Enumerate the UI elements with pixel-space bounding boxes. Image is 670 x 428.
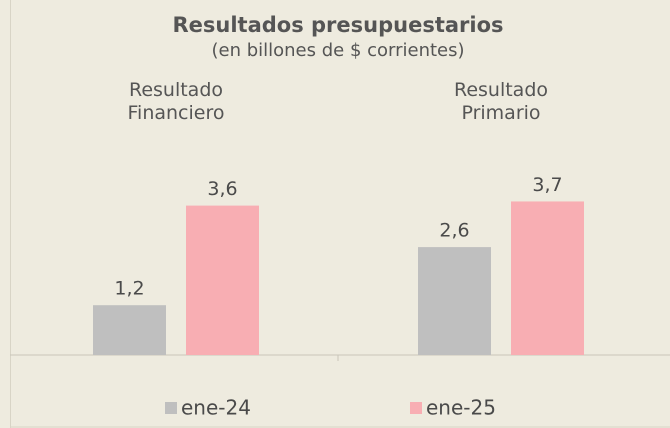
bar bbox=[511, 201, 584, 355]
chart-subtitle: (en billones de $ corrientes) bbox=[211, 40, 464, 61]
legend-swatch bbox=[410, 402, 422, 414]
bar bbox=[186, 205, 259, 355]
category-label: Resultado Primario bbox=[453, 79, 549, 124]
chart-title: Resultados presupuestarios bbox=[172, 13, 503, 37]
value-label: 1,2 bbox=[114, 278, 144, 300]
legend-label: ene-25 bbox=[426, 396, 496, 420]
value-label: 2,6 bbox=[439, 220, 469, 242]
bar bbox=[418, 247, 491, 355]
category-label: Resultado Financiero bbox=[127, 79, 225, 124]
legend-swatch bbox=[165, 402, 177, 414]
legend-label: ene-24 bbox=[181, 396, 251, 420]
value-label: 3,6 bbox=[207, 178, 237, 200]
bar bbox=[93, 305, 166, 355]
value-label: 3,7 bbox=[532, 174, 562, 196]
